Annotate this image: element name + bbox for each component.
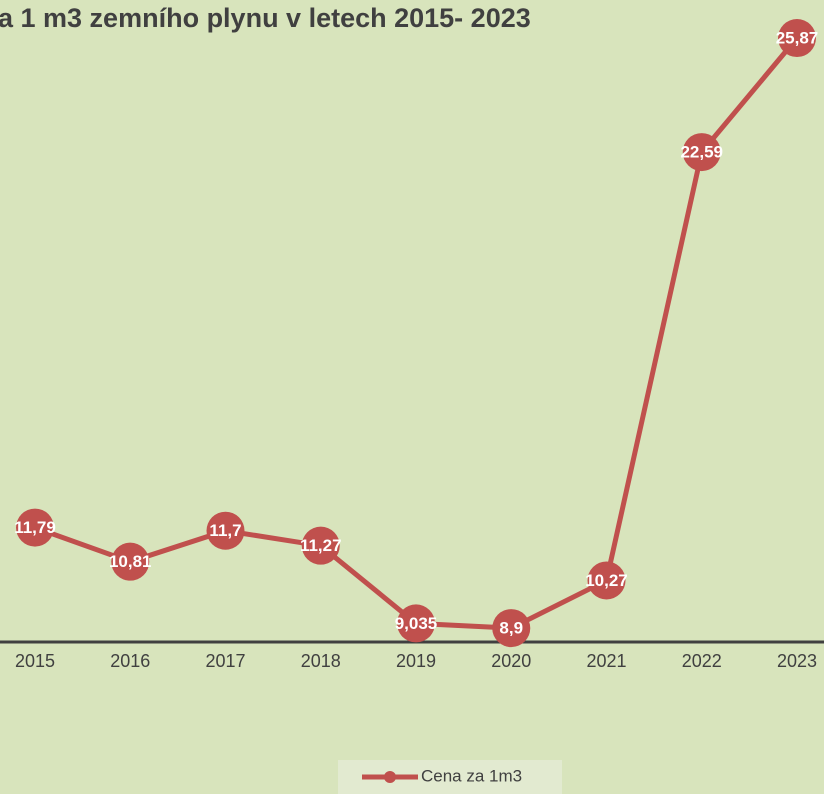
marker	[111, 542, 150, 581]
data-label: 8,9	[499, 619, 523, 638]
data-label: 11,27	[300, 536, 342, 555]
x-tick-label: 2019	[396, 651, 436, 671]
x-tick-label: 2017	[205, 651, 245, 671]
x-tick-label: 2020	[491, 651, 531, 671]
data-label: 11,7	[209, 521, 241, 540]
legend-label: Cena za 1m3	[421, 766, 522, 785]
marker	[587, 561, 626, 600]
x-tick-label: 2018	[301, 651, 341, 671]
x-tick-label: 2016	[110, 651, 150, 671]
marker	[206, 511, 245, 550]
marker	[682, 133, 721, 172]
marker	[397, 604, 435, 643]
data-label: 22,59	[680, 143, 723, 162]
data-label: 11,79	[14, 518, 56, 537]
data-label: 9,035	[395, 614, 438, 633]
data-label: 10,27	[585, 571, 628, 590]
data-label: 10,81	[109, 552, 152, 571]
marker	[16, 508, 54, 547]
marker	[778, 19, 816, 58]
chart-title: a 1 m3 zemního plynu v letech 2015- 2023	[0, 3, 531, 33]
x-tick-label: 2022	[682, 651, 722, 671]
x-tick-label: 2023	[777, 651, 817, 671]
legend-marker	[384, 771, 396, 783]
x-tick-label: 2015	[15, 651, 55, 671]
marker	[492, 609, 531, 648]
x-tick-label: 2021	[586, 651, 626, 671]
data-label: 25,87	[776, 29, 819, 48]
marker	[301, 526, 340, 565]
